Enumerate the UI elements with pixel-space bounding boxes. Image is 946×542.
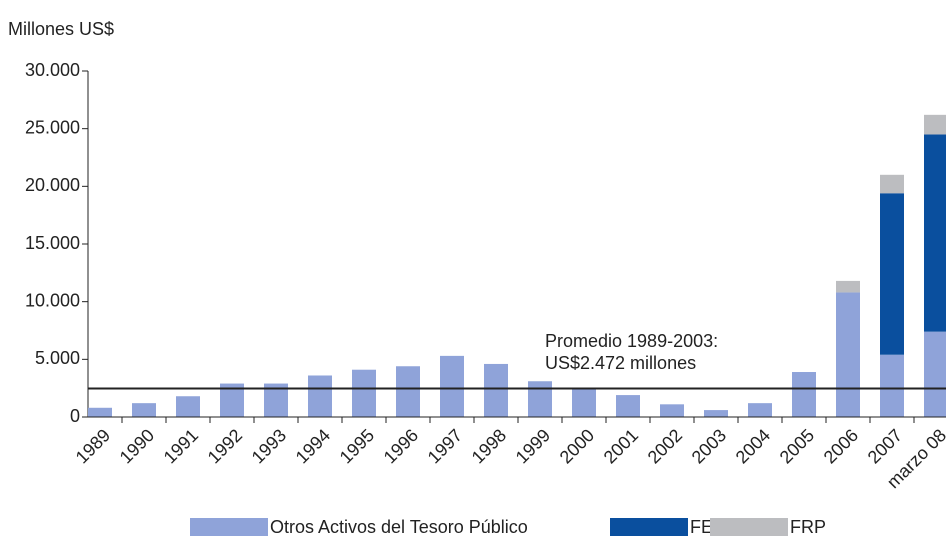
x-tick-label: 1994 — [292, 425, 334, 467]
bar — [88, 407, 112, 417]
x-tick-label: 1993 — [248, 425, 290, 467]
bar — [748, 403, 772, 417]
y-tick-label: 5.000 — [35, 348, 80, 368]
bar — [352, 369, 376, 417]
y-tick-label: 0 — [70, 406, 80, 426]
x-tick-label: 1998 — [468, 425, 510, 467]
x-tick-label: 1992 — [204, 425, 246, 467]
bar — [880, 174, 904, 194]
x-tick-label: 1990 — [116, 425, 158, 467]
bar — [924, 114, 946, 135]
bar — [660, 404, 684, 417]
y-tick-label: 15.000 — [25, 233, 80, 253]
y-tick-label: 10.000 — [25, 290, 80, 310]
x-tick-label: 1995 — [336, 425, 378, 467]
y-tick-label: 20.000 — [25, 175, 80, 195]
bar — [880, 193, 904, 355]
bar — [176, 396, 200, 417]
legend-label: FRP — [790, 517, 826, 537]
x-tick-label: 2001 — [600, 425, 642, 467]
bar — [836, 292, 860, 417]
legend-swatch — [610, 518, 688, 536]
bar — [484, 363, 508, 417]
bar — [924, 331, 946, 417]
bar — [836, 280, 860, 293]
x-tick-label: 1999 — [512, 425, 554, 467]
y-tick-label: 30.000 — [25, 60, 80, 80]
bar — [440, 355, 464, 417]
bar — [396, 366, 420, 417]
y-tick-label: 25.000 — [25, 117, 80, 137]
x-tick-label: 1989 — [72, 425, 114, 467]
bar — [308, 375, 332, 417]
bar — [792, 372, 816, 417]
x-tick-label: 2005 — [776, 425, 818, 467]
x-tick-label: 2004 — [732, 425, 774, 467]
legend-swatch — [710, 518, 788, 536]
annotation: US$2.472 millones — [545, 353, 696, 373]
x-tick-label: 1996 — [380, 425, 422, 467]
annotation: Promedio 1989-2003: — [545, 331, 718, 351]
bar — [880, 354, 904, 417]
x-tick-label: 2000 — [556, 425, 598, 467]
y-axis-label: Millones US$ — [8, 19, 114, 39]
legend-swatch — [190, 518, 268, 536]
bar — [704, 410, 728, 417]
x-tick-label: 2006 — [820, 425, 862, 467]
bar — [616, 395, 640, 417]
bar — [132, 403, 156, 417]
bar — [924, 134, 946, 332]
bar — [528, 381, 552, 417]
x-tick-label: 1997 — [424, 425, 466, 467]
x-tick-label: 1991 — [160, 425, 202, 467]
legend-label: Otros Activos del Tesoro Público — [270, 517, 528, 537]
x-tick-label: 2002 — [644, 425, 686, 467]
bar — [572, 389, 596, 417]
x-tick-label: 2003 — [688, 425, 730, 467]
